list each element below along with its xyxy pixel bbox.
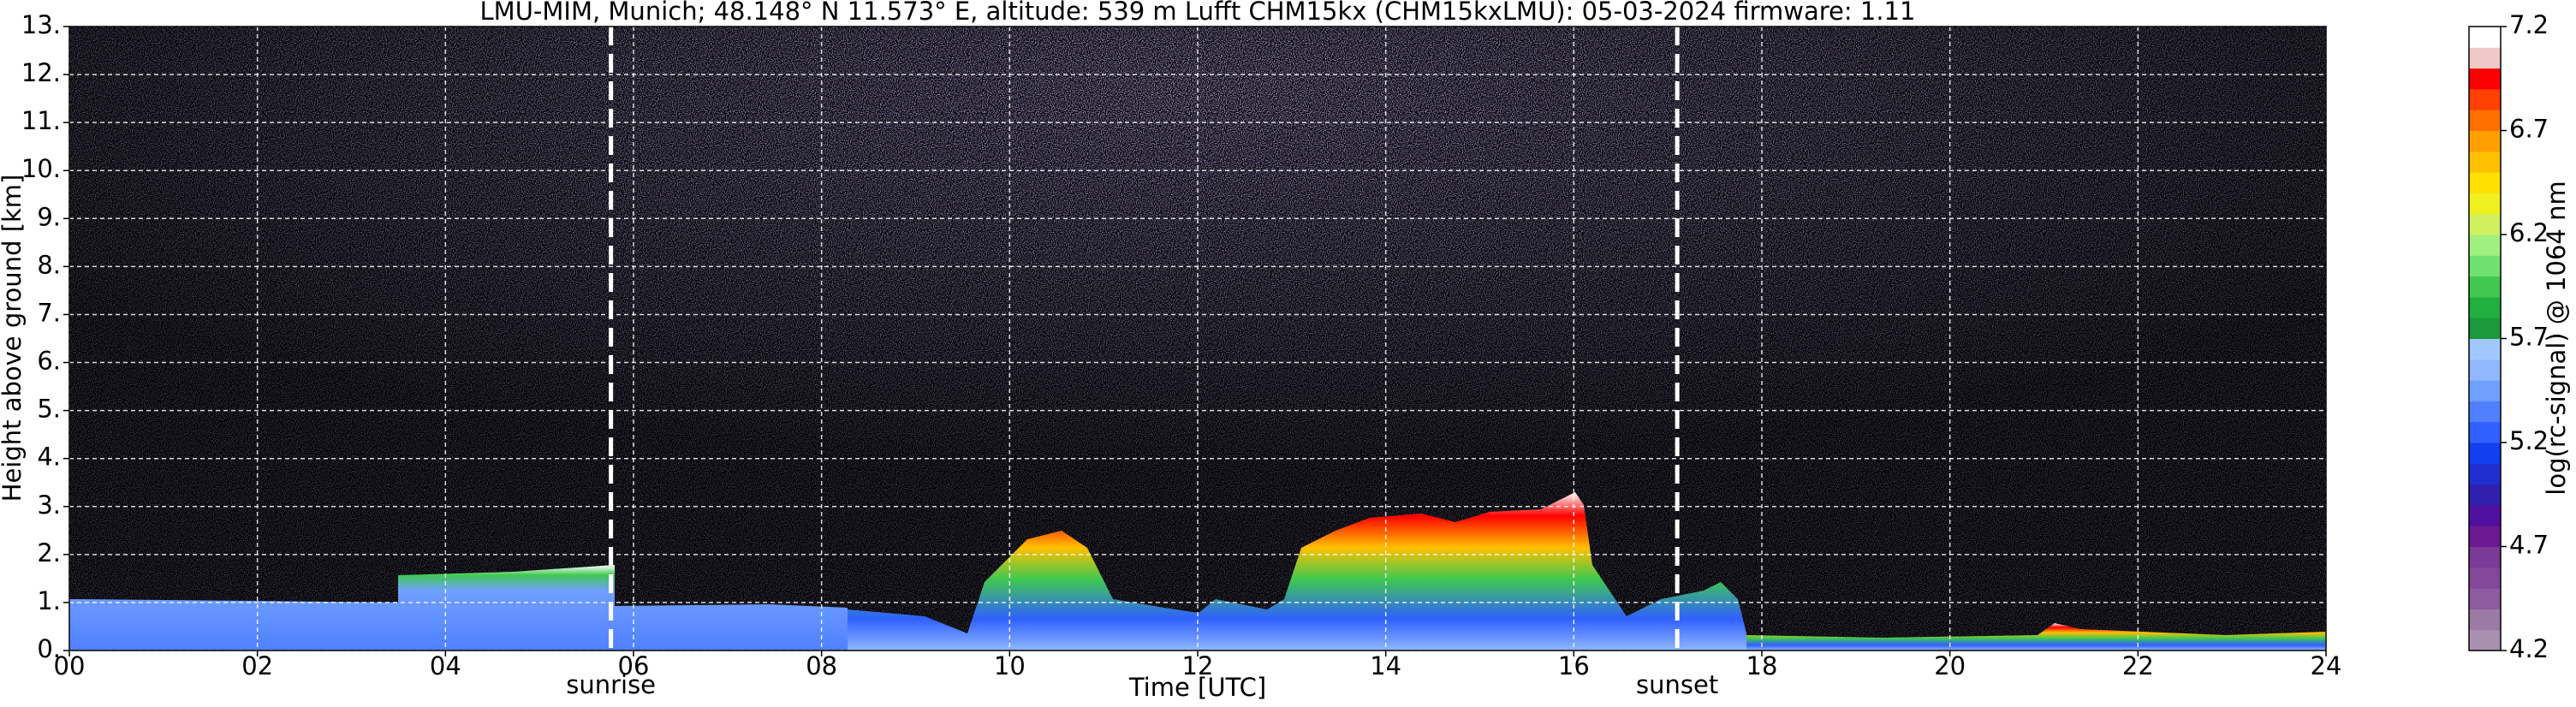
colorbar-segment [2469,504,2501,526]
colorbar-segment [2469,213,2501,235]
chart-title: LMU-MIM, Munich; 48.148° N 11.573° E, al… [480,0,1916,26]
x-tick-label: 04 [430,651,461,680]
x-tick-label: 12 [1182,651,1214,680]
colorbar-segment [2469,338,2501,360]
colorbar-tick-label: 6.2 [2509,218,2549,247]
colorbar-segment [2469,47,2501,69]
x-tick-label: 06 [618,651,650,680]
colorbar-segment [2469,609,2501,631]
y-tick-label: 8. [37,250,61,279]
x-tick-label: 24 [2311,651,2342,680]
x-tick-label: 08 [806,651,837,680]
colorbar-tick-label: 5.7 [2509,323,2549,352]
x-tick-label: 22 [2122,651,2154,680]
colorbar-segment [2469,588,2501,609]
y-tick-label: 12. [21,58,61,87]
y-axis-label: Height above ground [km] [0,175,27,502]
colorbar-segment [2469,318,2501,339]
x-tick-label: 02 [241,651,273,680]
colorbar-segment [2469,110,2501,131]
colorbar-segment [2469,68,2501,90]
colorbar-segment [2469,276,2501,298]
colorbar-segment [2469,484,2501,506]
colorbar-segment [2469,546,2501,568]
y-tick-label: 13. [21,10,61,39]
colorbar-segment [2469,88,2501,110]
y-tick-label: 2. [37,538,61,567]
colorbar-segment [2469,526,2501,547]
y-tick-label: 3. [37,490,61,520]
colorbar-tick-label: 5.2 [2509,426,2549,455]
colorbar-tick-label: 7.2 [2509,10,2549,39]
colorbar-segment [2469,359,2501,381]
colorbar-segment [2469,567,2501,589]
colorbar-segment [2469,629,2501,651]
y-tick-label: 1. [37,586,61,615]
colorbar-tick-label: 6.7 [2509,115,2549,144]
colorbar-segment [2469,421,2501,443]
x-axis-label: Time [UTC] [1128,673,1266,702]
colorbar-segment [2469,151,2501,173]
colorbar-tick-label: 4.2 [2509,634,2549,663]
colorbar-segment [2469,401,2501,423]
annotation-label: sunset [1636,670,1718,699]
y-tick-label: 9. [37,202,61,231]
y-tick-label: 7. [37,298,61,327]
y-tick-label: 10. [21,154,61,183]
colorbar-segment [2469,296,2501,318]
colorbar-segment [2469,235,2501,256]
colorbar-tick-label: 4.7 [2509,531,2549,560]
y-tick-label: 11. [21,106,61,135]
colorbar-segment [2469,130,2501,152]
x-tick-label: 10 [994,651,1026,680]
colorbar-segment [2469,255,2501,277]
x-tick-label: 18 [1746,651,1778,680]
colorbar-segment [2469,172,2501,193]
colorbar-segment [2469,463,2501,485]
colorbar-segment [2469,380,2501,401]
colorbar-label: log(rc-signal) @ 1064 nm [2542,181,2571,495]
y-tick-label: 0. [37,634,61,663]
x-tick-label: 20 [1934,651,1966,680]
plot-frame [68,26,2327,651]
y-tick-label: 4. [37,443,61,472]
x-tick-label: 14 [1370,651,1401,680]
x-tick-label: 00 [54,651,86,680]
x-tick-label: 16 [1558,651,1590,680]
colorbar-segment [2469,443,2501,464]
colorbar-segment [2469,193,2501,215]
y-tick-label: 6. [37,347,61,376]
y-tick-label: 5. [37,395,61,424]
annotation-label: sunrise [566,670,656,699]
colorbar-segment [2469,27,2501,48]
